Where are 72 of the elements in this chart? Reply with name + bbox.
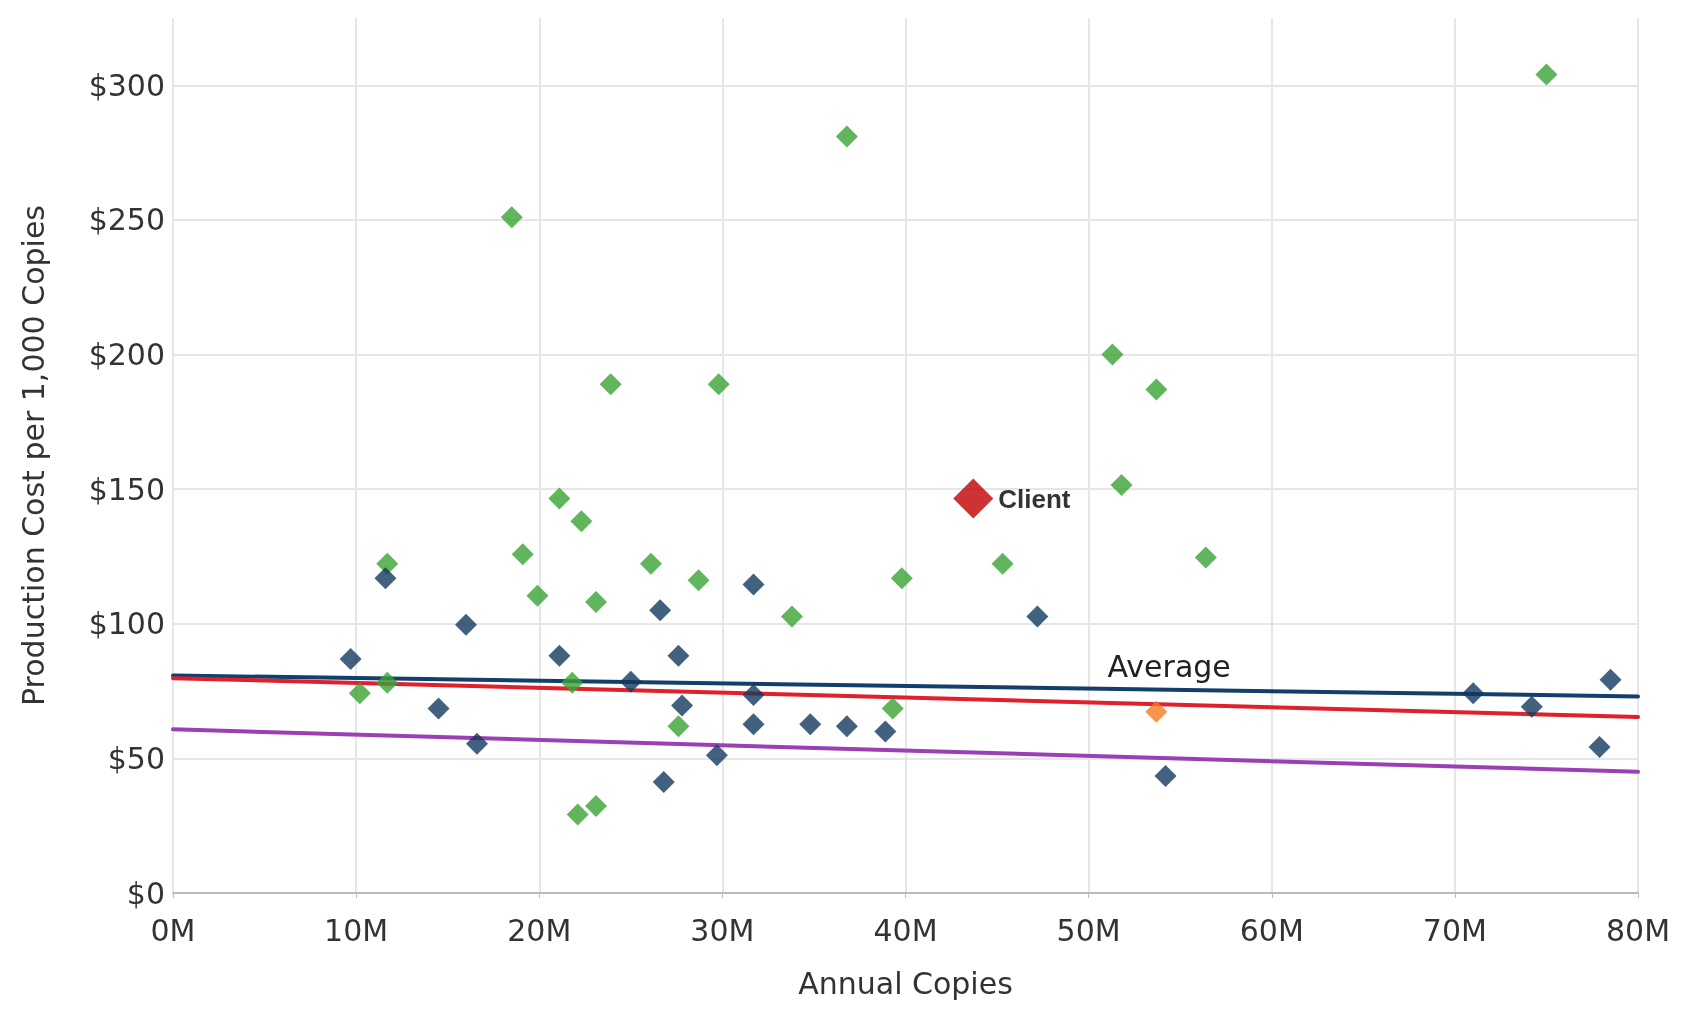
y-tick-label: $300: [88, 67, 165, 103]
point: [1599, 668, 1622, 691]
point: [1535, 63, 1558, 86]
point: [667, 644, 690, 667]
point: [705, 744, 728, 767]
point: [1101, 343, 1124, 366]
y-tick-label: $250: [88, 202, 165, 238]
y-tick-label: $50: [107, 740, 165, 776]
point: [1462, 682, 1485, 705]
x-tick-label: 40M: [873, 912, 938, 948]
point: [953, 478, 994, 519]
point: [548, 487, 571, 510]
point: [561, 671, 584, 694]
x-tick-label: 70M: [1422, 912, 1487, 948]
x-tick-label: 0M: [150, 912, 196, 948]
point: [652, 771, 675, 794]
point: [455, 613, 477, 636]
point: [1588, 736, 1611, 759]
point: [526, 584, 549, 607]
point: [465, 732, 488, 755]
point: [566, 803, 589, 826]
point: [639, 552, 662, 575]
point: [585, 795, 608, 818]
point: [376, 671, 399, 694]
y-tick-label: $200: [88, 337, 165, 373]
point: [427, 697, 450, 720]
point: [1145, 700, 1168, 723]
point: [1154, 764, 1177, 787]
x-tick-label: 30M: [690, 912, 755, 948]
point: [874, 720, 897, 743]
point: [799, 713, 822, 736]
x-tick-label: 50M: [1056, 912, 1121, 948]
point: [881, 697, 904, 720]
point: [374, 567, 397, 590]
x-tick-label: 80M: [1605, 912, 1671, 948]
point: [687, 569, 710, 592]
y-tick-label: $150: [88, 471, 165, 507]
point: [1110, 474, 1133, 497]
series-label: Average: [1107, 649, 1231, 685]
point: [548, 644, 571, 667]
series-label: Client: [998, 483, 1071, 514]
point: [671, 694, 694, 717]
point: [570, 510, 593, 533]
point: [649, 599, 672, 622]
point: [991, 552, 1014, 575]
point: [707, 373, 730, 396]
y-tick-label: $100: [88, 606, 165, 642]
point: [835, 715, 858, 738]
x-axis-title: Annual Copies: [798, 965, 1013, 1001]
point: [1520, 695, 1543, 718]
point: [500, 206, 523, 229]
point: [348, 682, 371, 705]
point: [585, 590, 608, 613]
point: [599, 373, 622, 396]
y-axis-title: Production Cost per 1,000 Copies: [15, 205, 51, 706]
x-tick-label: 20M: [507, 912, 572, 948]
point: [890, 567, 913, 590]
x-tick-label: 10M: [324, 912, 389, 948]
x-tick-label: 60M: [1239, 912, 1304, 948]
point: [780, 605, 803, 628]
point: [511, 543, 534, 566]
y-tick-label: $0: [126, 875, 165, 911]
point: [339, 648, 362, 671]
point: [619, 670, 642, 693]
point: [1026, 605, 1049, 628]
point: [1194, 546, 1217, 569]
point: [742, 713, 765, 736]
point: [835, 125, 858, 148]
point: [742, 684, 765, 707]
point: [1145, 378, 1168, 401]
point: [667, 715, 690, 738]
point: [742, 573, 765, 596]
